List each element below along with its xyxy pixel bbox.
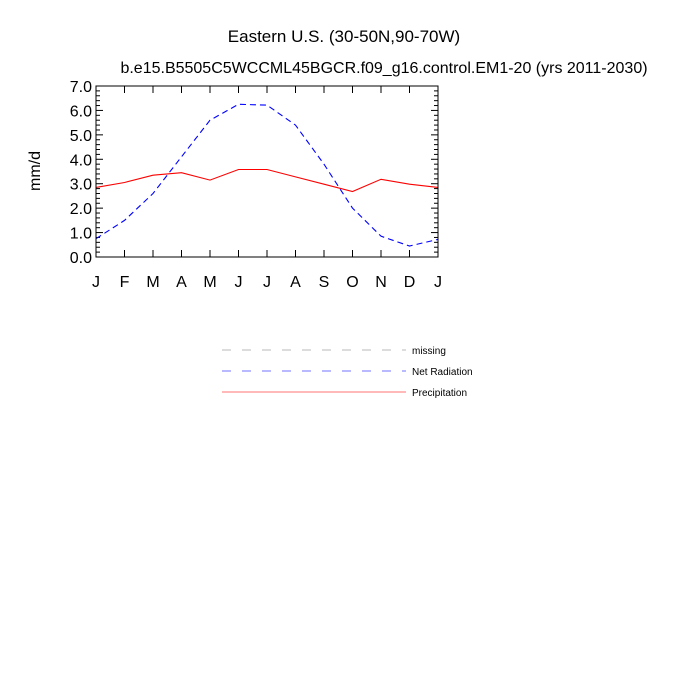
y-tick-label: 5.0 [70,128,92,145]
x-tick-label: M [146,274,159,291]
legend-label-missing: missing [412,346,446,357]
y-axis-label: mm/d [27,151,44,191]
y-tick-label: 4.0 [70,152,92,169]
x-tick-label: S [319,274,330,291]
x-tick-label: J [434,274,442,291]
y-tick-label: 7.0 [70,79,92,96]
axis-ticks [95,85,439,258]
x-tick-label: J [263,274,271,291]
x-tick-label: J [92,274,100,291]
x-tick-label: N [375,274,387,291]
y-tick-label: 3.0 [70,177,92,194]
chart-subtitle: b.e15.B5505C5WCCML45BGCR.f09_g16.control… [120,60,647,77]
x-tick-label: D [404,274,416,291]
x-tick-label: J [235,274,243,291]
series-line-net-radiation [95,103,439,247]
legend: missing Net Radiation Precipitation [222,346,473,399]
y-tick-label: 1.0 [70,226,92,243]
legend-label-net-radiation: Net Radiation [412,367,473,378]
series-lines [95,103,439,247]
y-tick-label: 2.0 [70,201,92,218]
series-line-precipitation [95,168,439,193]
y-tick-labels: 0.0 1.0 2.0 3.0 4.0 5.0 6.0 7.0 [70,79,92,267]
y-tick-label: 0.0 [70,250,92,267]
x-tick-label: O [346,274,358,291]
plot-frame [95,85,439,258]
y-tick-label: 6.0 [70,103,92,120]
chart-title: Eastern U.S. (30-50N,90-70W) [228,27,460,46]
x-tick-label: F [120,274,130,291]
x-tick-label: A [176,274,187,291]
legend-label-precipitation: Precipitation [412,388,467,399]
x-tick-label: M [203,274,216,291]
x-tick-label: A [290,274,301,291]
